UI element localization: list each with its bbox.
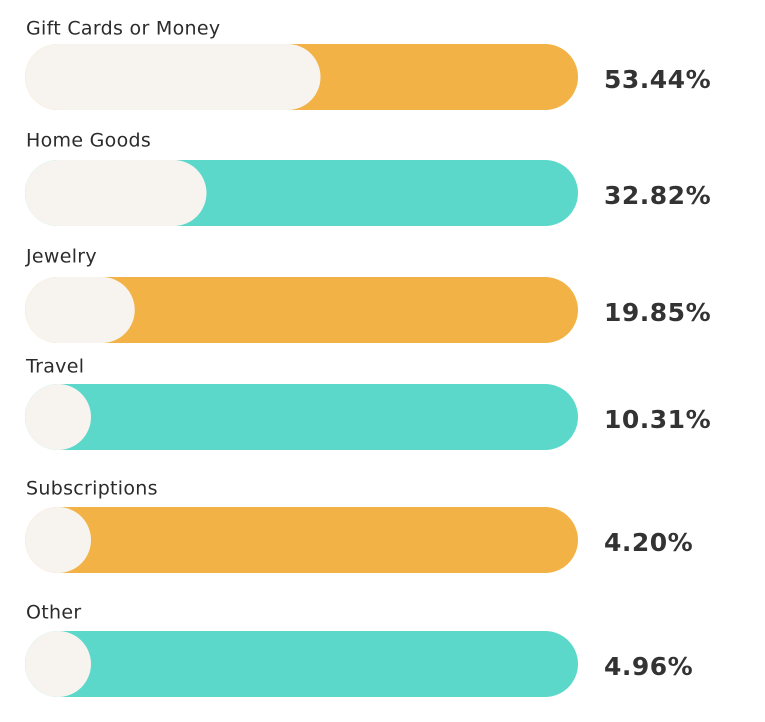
category-label: Gift Cards or Money: [26, 18, 220, 40]
value-label: 32.82%: [604, 181, 711, 210]
category-label: Subscriptions: [26, 478, 158, 500]
bar-track: [25, 631, 578, 697]
bar-track: [25, 384, 578, 450]
bar: [25, 507, 91, 573]
value-label: 4.96%: [604, 652, 693, 681]
bar-track: [25, 277, 578, 343]
bar: [25, 44, 321, 110]
value-label: 53.44%: [604, 65, 711, 94]
value-label: 10.31%: [604, 405, 711, 434]
value-label: 4.20%: [604, 528, 693, 557]
category-label: Jewelry: [25, 246, 97, 268]
bar: [25, 160, 207, 226]
bar: [25, 631, 91, 697]
bar: [25, 384, 91, 450]
category-label: Travel: [25, 356, 84, 378]
category-label: Other: [26, 602, 81, 624]
category-label: Home Goods: [26, 130, 151, 152]
bar: [25, 277, 135, 343]
bar-track: [25, 507, 578, 573]
value-label: 19.85%: [604, 298, 711, 327]
